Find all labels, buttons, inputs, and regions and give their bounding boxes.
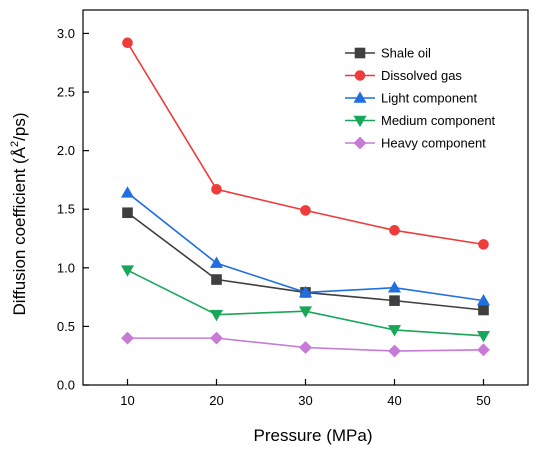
legend-item: Heavy component xyxy=(345,136,486,151)
data-point xyxy=(389,225,400,236)
y-tick-label: 3.0 xyxy=(57,26,75,41)
y-tick-label: 0.0 xyxy=(57,378,75,393)
legend-label: Dissolved gas xyxy=(381,68,462,83)
data-point xyxy=(387,281,402,293)
data-point xyxy=(211,274,222,285)
data-point xyxy=(209,256,224,268)
data-point xyxy=(477,343,490,357)
legend-label: Medium component xyxy=(381,113,496,128)
y-axis-title: Diffusion coefficient (Å2/ps) xyxy=(9,113,29,316)
legend-item: Dissolved gas xyxy=(345,68,462,83)
data-point xyxy=(211,183,222,195)
legend-label: Shale oil xyxy=(381,46,431,61)
legend-marker xyxy=(353,115,367,128)
legend-marker xyxy=(353,91,367,103)
legend-item: Light component xyxy=(345,91,478,106)
data-point xyxy=(120,186,135,198)
y-tick-label: 2.0 xyxy=(57,143,75,158)
data-point xyxy=(300,205,311,216)
data-point xyxy=(120,265,135,277)
x-tick-label: 20 xyxy=(209,393,223,408)
legend: Shale oil Dissolved gas Light component Med… xyxy=(345,46,496,151)
data-point xyxy=(389,295,400,306)
x-tick-label: 40 xyxy=(387,393,401,408)
y-axis-title-suffix: /ps) xyxy=(10,113,29,141)
y-tick-label: 1.0 xyxy=(57,260,75,275)
data-point xyxy=(476,330,491,343)
data-point xyxy=(209,309,224,322)
series-2 xyxy=(120,186,491,306)
data-point xyxy=(122,37,133,49)
y-axis-title-prefix: Diffusion coefficient (Å xyxy=(10,146,29,315)
series-line xyxy=(127,269,484,337)
data-point xyxy=(298,285,313,298)
data-point xyxy=(478,239,489,250)
legend-marker xyxy=(354,70,366,81)
data-point xyxy=(388,344,401,358)
data-point xyxy=(122,207,133,219)
data-point xyxy=(210,331,223,345)
legend-item: Shale oil xyxy=(345,46,431,61)
data-point xyxy=(298,306,313,318)
x-tick-label: 50 xyxy=(476,393,490,408)
legend-marker xyxy=(353,136,367,150)
legend-label: Heavy component xyxy=(381,136,486,151)
data-point xyxy=(476,294,491,306)
series-1 xyxy=(122,37,489,250)
series-0 xyxy=(122,207,489,316)
series-3 xyxy=(120,265,491,343)
series-layer xyxy=(120,37,491,358)
y-tick-label: 1.5 xyxy=(57,202,75,217)
data-point xyxy=(387,325,402,337)
legend-label: Light component xyxy=(381,91,478,106)
data-point xyxy=(478,304,489,316)
series-4 xyxy=(121,331,490,358)
y-tick-label: 0.5 xyxy=(57,319,75,334)
x-axis-title: Pressure (MPa) xyxy=(253,426,372,445)
y-axis-title-superscript: 2 xyxy=(9,141,21,147)
x-tick-label: 30 xyxy=(298,393,312,408)
legend-marker xyxy=(354,47,366,59)
x-tick-label: 10 xyxy=(120,393,134,408)
legend-item: Medium component xyxy=(345,113,496,128)
y-tick-label: 2.5 xyxy=(57,85,75,100)
plot-frame xyxy=(82,9,529,386)
data-point xyxy=(299,341,312,354)
axes: 10 20 30 40 50 0.0 0.5 1.0 1.5 2.0 2.5 3.0 xyxy=(57,9,529,408)
data-point xyxy=(121,331,134,345)
